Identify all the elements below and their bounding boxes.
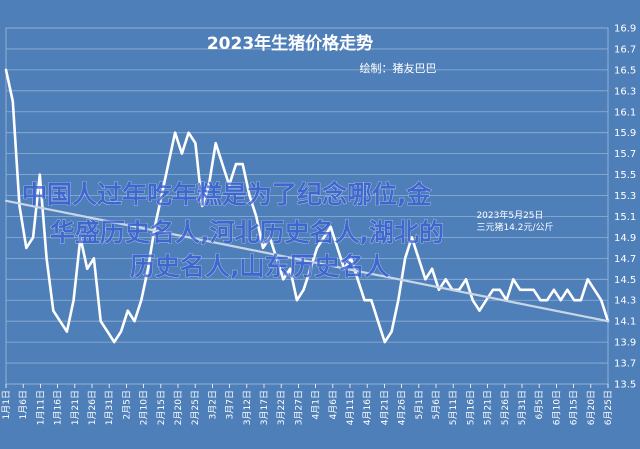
x-tick-label: 4月6日: [328, 390, 339, 419]
x-tick-label: 5月1日: [414, 390, 425, 419]
watermark: 中国人过年吃年糕是为了纪念哪位,金 华盛历史名人,河北历史名人,湖北的 历史名人…: [22, 180, 445, 282]
x-tick-label: 1月11日: [35, 390, 46, 425]
y-tick-label: 16.9: [614, 24, 636, 35]
y-tick-label: 13.9: [614, 338, 636, 349]
x-tick-label: 6月10日: [551, 390, 562, 425]
y-tick-label: 15.9: [614, 128, 636, 139]
x-tick-label: 2月5日: [121, 390, 132, 419]
x-tick-label: 5月11日: [448, 390, 459, 425]
x-tick-label: 3月2日: [207, 390, 218, 419]
y-tick-label: 15.7: [614, 149, 636, 160]
annotation-date: 2023年5月25日: [476, 209, 543, 221]
y-tick-label: 14.9: [614, 233, 636, 244]
x-tick-label: 4月16日: [362, 390, 373, 425]
y-tick-label: 16.3: [614, 86, 636, 97]
x-tick-label: 3月27日: [293, 390, 304, 425]
y-axis: 16.9 16.7 16.5 16.3 16.1 15.9 15.7 15.5 15.3 15.1…: [614, 24, 636, 391]
y-tick-label: 14.1: [614, 317, 636, 328]
grid: [5, 27, 609, 385]
x-tick-label: 4月26日: [397, 390, 408, 425]
x-tick-label: 6月25日: [603, 390, 614, 425]
x-tick-label: 1月1日: [1, 390, 12, 419]
x-tick-label: 2月15日: [156, 390, 167, 425]
y-tick-label: 15.1: [614, 212, 636, 223]
series-lines: [4, 68, 610, 344]
x-tick-label: 5月6日: [431, 390, 442, 419]
x-tick-label: 6月5日: [534, 390, 545, 419]
x-tick-label: 3月22日: [276, 390, 287, 425]
watermark-line-1: 中国人过年吃年糕是为了纪念哪位,金: [22, 180, 432, 209]
y-tick-label: 15.5: [614, 170, 636, 181]
y-tick-label: 14.5: [614, 275, 636, 286]
y-tick-label: 16.7: [614, 44, 636, 55]
x-tick-label: 3月17日: [259, 390, 270, 425]
x-tick-label: 2月10日: [139, 390, 150, 425]
x-tick-label: 1月31日: [104, 390, 115, 425]
trend-line: [4, 199, 610, 323]
x-tick-label: 5月21日: [483, 390, 494, 425]
y-tick-label: 13.7: [614, 359, 636, 370]
price-line: [4, 68, 610, 344]
y-tick-label: 15.3: [614, 191, 636, 202]
y-tick-label: 16.1: [614, 107, 636, 118]
x-tick-label: 3月12日: [242, 390, 253, 425]
x-tick-label: 4月21日: [379, 390, 390, 425]
watermark-line-2: 华盛历史名人,河北历史名人,湖北的: [50, 218, 444, 247]
x-tick-label: 1月21日: [70, 390, 81, 425]
x-tick-label: 6月20日: [586, 390, 597, 425]
x-tick-label: 3月7日: [225, 390, 236, 419]
x-axis: 1月1日 1月6日 1月11日 1月16日 1月21日 1月26日 1月31日 2月5日 2月1…: [1, 384, 614, 425]
y-tick-label: 13.5: [614, 380, 636, 391]
x-tick-label: 6月15日: [569, 390, 580, 425]
x-tick-label: 4月1日: [311, 390, 322, 419]
x-tick-label: 5月16日: [465, 390, 476, 425]
x-tick-label: 4月11日: [345, 390, 356, 425]
annotation-note: 三元猪14.2元/公斤: [476, 221, 553, 233]
x-tick-label: 2月20日: [173, 390, 184, 425]
watermark-line-3: 历史名人,山东历史名人: [130, 252, 390, 281]
x-tick-label: 2月25日: [190, 390, 201, 425]
x-tick-label: 5月31日: [517, 390, 528, 425]
x-tick-label: 1月6日: [18, 390, 29, 419]
chart-subtitle: 绘制：猪友巴巴: [360, 61, 437, 75]
chart-title: 2023年生猪价格走势: [207, 33, 373, 54]
y-tick-label: 14.3: [614, 296, 636, 307]
y-tick-label: 14.7: [614, 254, 636, 265]
y-tick-label: 16.5: [614, 65, 636, 76]
x-tick-label: 1月26日: [87, 390, 98, 425]
x-tick-label: 5月26日: [500, 390, 511, 425]
x-tick-label: 1月16日: [53, 390, 64, 425]
